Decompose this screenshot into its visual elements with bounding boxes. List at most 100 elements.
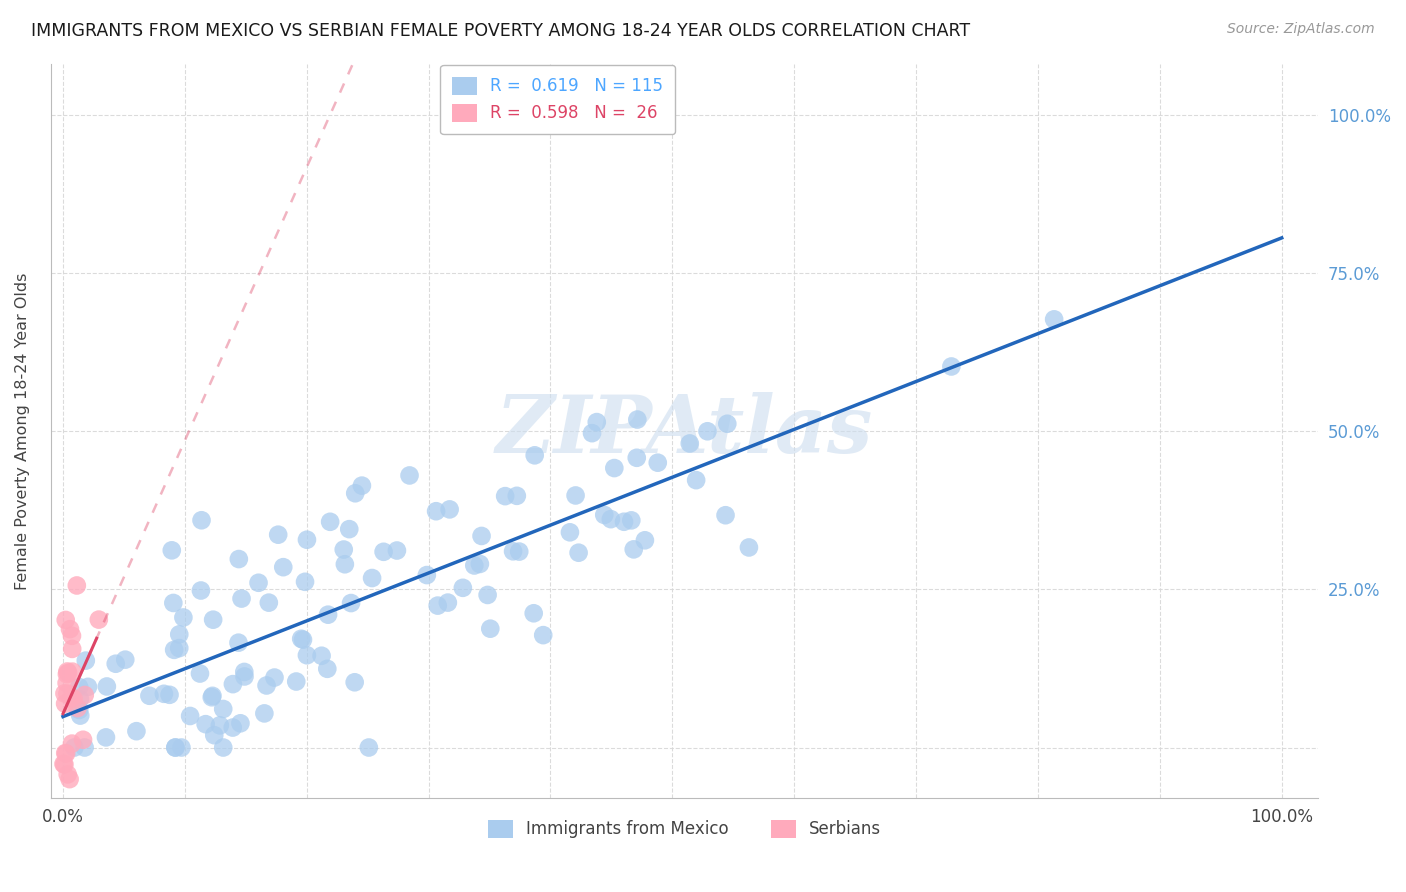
Point — [290, 632, 312, 646]
Point — [165, 740, 187, 755]
Point — [56, 687, 79, 701]
Point — [581, 426, 603, 441]
Point — [56, 767, 79, 781]
Point — [159, 688, 181, 702]
Point — [337, 522, 360, 536]
Legend: Immigrants from Mexico, Serbians: Immigrants from Mexico, Serbians — [481, 813, 887, 845]
Point — [53, 697, 76, 711]
Point — [202, 613, 225, 627]
Point — [343, 675, 366, 690]
Point — [114, 653, 136, 667]
Point — [55, 747, 77, 761]
Point — [685, 473, 707, 487]
Point — [257, 596, 280, 610]
Point — [558, 525, 581, 540]
Point — [468, 557, 491, 571]
Point — [60, 690, 83, 705]
Point — [647, 456, 669, 470]
Point — [634, 533, 657, 548]
Point — [63, 740, 86, 755]
Point — [138, 689, 160, 703]
Point — [508, 544, 530, 558]
Point — [479, 622, 502, 636]
Point — [439, 502, 461, 516]
Point — [55, 613, 77, 627]
Point — [73, 688, 96, 702]
Point — [62, 691, 84, 706]
Point — [222, 721, 245, 735]
Point — [477, 588, 499, 602]
Point — [87, 613, 110, 627]
Text: IMMIGRANTS FROM MEXICO VS SERBIAN FEMALE POVERTY AMONG 18-24 YEAR OLDS CORRELATI: IMMIGRANTS FROM MEXICO VS SERBIAN FEMALE… — [31, 22, 970, 40]
Point — [738, 541, 761, 555]
Point — [72, 732, 94, 747]
Point — [201, 689, 224, 703]
Point — [212, 740, 235, 755]
Point — [96, 680, 118, 694]
Point — [295, 648, 318, 663]
Point — [165, 740, 187, 755]
Point — [167, 641, 190, 656]
Point — [333, 558, 356, 572]
Point — [190, 513, 212, 527]
Point — [311, 648, 333, 663]
Point — [56, 665, 79, 679]
Point — [62, 665, 84, 679]
Point — [212, 702, 235, 716]
Point — [125, 724, 148, 739]
Point — [169, 627, 191, 641]
Point — [350, 478, 373, 492]
Point — [75, 654, 97, 668]
Point — [163, 643, 186, 657]
Point — [94, 731, 117, 745]
Point — [162, 596, 184, 610]
Point — [295, 533, 318, 547]
Point — [256, 678, 278, 692]
Point — [233, 669, 256, 683]
Point — [59, 622, 82, 636]
Point — [470, 529, 492, 543]
Point — [319, 515, 342, 529]
Point — [67, 680, 90, 694]
Point — [56, 665, 79, 680]
Point — [593, 508, 616, 522]
Point — [77, 680, 100, 694]
Point — [247, 575, 270, 590]
Point — [170, 740, 193, 755]
Point — [373, 545, 395, 559]
Point — [603, 461, 626, 475]
Point — [66, 578, 89, 592]
Point — [316, 662, 339, 676]
Point — [568, 546, 591, 560]
Point — [153, 687, 176, 701]
Point — [620, 513, 643, 527]
Point — [160, 543, 183, 558]
Point — [208, 718, 231, 732]
Point — [60, 629, 83, 643]
Point — [52, 756, 75, 771]
Point — [56, 667, 79, 681]
Point — [228, 552, 250, 566]
Point — [463, 558, 485, 573]
Point — [294, 574, 316, 589]
Point — [202, 728, 225, 742]
Point — [233, 665, 256, 679]
Point — [502, 544, 524, 558]
Point — [190, 583, 212, 598]
Point — [599, 512, 621, 526]
Point — [494, 489, 516, 503]
Point — [357, 740, 380, 755]
Point — [67, 703, 90, 717]
Point — [188, 666, 211, 681]
Point — [69, 692, 91, 706]
Point — [73, 740, 96, 755]
Point — [55, 676, 77, 690]
Point — [679, 436, 702, 450]
Point — [53, 746, 76, 760]
Text: Source: ZipAtlas.com: Source: ZipAtlas.com — [1227, 22, 1375, 37]
Point — [523, 607, 546, 621]
Point — [229, 716, 252, 731]
Point — [437, 596, 460, 610]
Point — [194, 717, 217, 731]
Point — [385, 543, 408, 558]
